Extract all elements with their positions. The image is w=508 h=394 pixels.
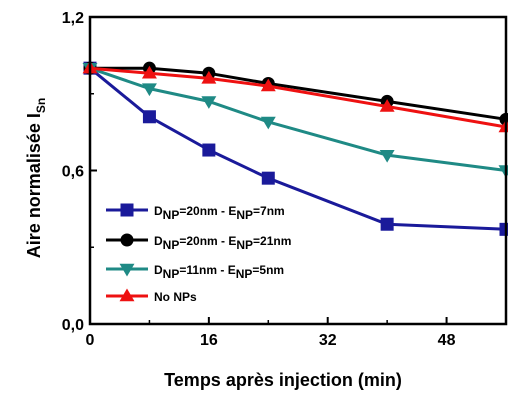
x-tick-label: 0 <box>86 332 95 349</box>
series-line-2 <box>90 66 507 121</box>
legend-label-part: D <box>154 263 163 277</box>
y-axis-title-main: Aire normalisée I <box>24 113 44 258</box>
series-4-point <box>201 70 217 84</box>
x-tick-label: 16 <box>200 332 218 349</box>
legend-label-part: NP <box>163 208 180 222</box>
legend-label-part: =7nm <box>253 204 285 218</box>
y-tick-label: 1,2 <box>62 10 84 27</box>
legend-label-part: =21nm <box>253 234 291 248</box>
series-3-point <box>141 83 157 97</box>
legend-label-2: DNP=20nm - ENP=21nm <box>154 234 291 252</box>
x-tick-label: 32 <box>319 332 337 349</box>
series-3-point <box>201 96 217 109</box>
legend-label-part: D <box>154 204 163 218</box>
legend-marker-3 <box>119 263 135 277</box>
legend-label-part: =20nm - E <box>179 234 236 248</box>
series-3-point <box>379 149 395 163</box>
series-1-point <box>142 110 156 124</box>
y-axis-title-subscript: Sn <box>34 98 48 113</box>
legend-label-part: =5nm <box>252 263 284 277</box>
legend-marker-2 <box>120 233 134 247</box>
series-1-point <box>261 171 275 185</box>
y-axis-title: Aire normalisée ISn <box>24 98 48 258</box>
legend-label-part: =11nm - E <box>179 263 235 277</box>
series-1-point <box>499 222 508 236</box>
series-1-point <box>380 217 394 231</box>
legend-label-part: NP <box>163 238 180 252</box>
legend-label-1: DNP=20nm - ENP=7nm <box>154 204 285 222</box>
y-tick-label: 0,6 <box>62 164 84 181</box>
legend-marker-1 <box>120 203 134 217</box>
legend-label-part: No NPs <box>154 290 197 304</box>
legend-label-part: NP <box>236 238 253 252</box>
series-1-point <box>202 143 216 157</box>
legend-marker-4 <box>119 288 135 302</box>
legend-label-part: =20nm - E <box>179 204 236 218</box>
y-tick-label: 0,0 <box>62 317 84 334</box>
series-line-4 <box>89 66 507 129</box>
x-tick-label: 48 <box>438 332 456 349</box>
series-line-3 <box>89 66 507 172</box>
series-4-point <box>141 65 157 79</box>
legend-label-part: NP <box>236 208 253 222</box>
x-axis-title: Temps après injection (min) <box>164 370 402 390</box>
legend-label-part: NP <box>236 267 253 281</box>
legend-label-part: D <box>154 234 163 248</box>
series-3-point <box>260 116 276 130</box>
series-4-point <box>379 99 395 112</box>
legend-label-part: NP <box>163 267 180 281</box>
legend-label-4: No NPs <box>154 290 197 304</box>
legend-label-3: DNP=11nm - ENP=5nm <box>154 263 284 281</box>
series-line-1 <box>89 67 507 231</box>
series-4-point <box>260 78 276 92</box>
